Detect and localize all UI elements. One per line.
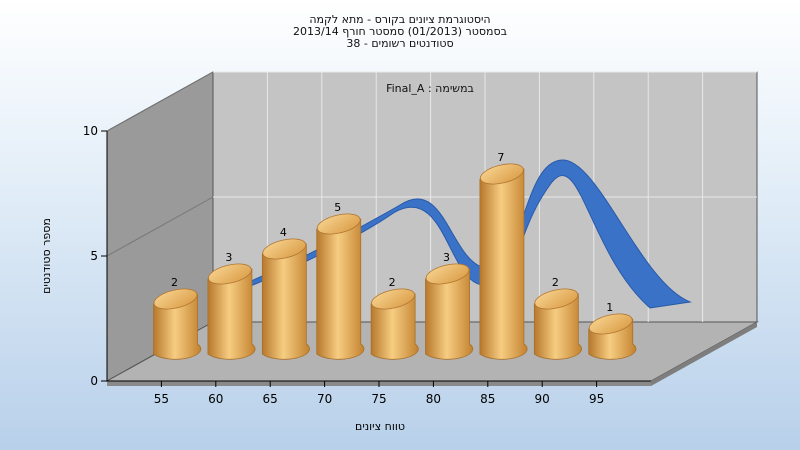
task-label: Final_A : במשימה — [386, 82, 474, 95]
gridline-side — [106, 71, 214, 132]
data-label-90: 2 — [552, 276, 559, 289]
data-label-75: 2 — [389, 276, 396, 289]
bars — [153, 163, 637, 360]
data-label-55: 2 — [171, 276, 178, 289]
data-label-70: 5 — [334, 201, 341, 214]
bar-80 — [425, 263, 474, 360]
floor-side-edge — [651, 322, 757, 386]
x-tick-label-85: 85 — [480, 392, 495, 406]
chart-subtitle-semester: בסמסטר (01/2013) סמסטר חורף 2013/14 — [293, 25, 507, 38]
y-tick-label-10: 10 — [83, 124, 98, 138]
x-tick-label-80: 80 — [426, 392, 441, 406]
bar-70 — [316, 213, 365, 360]
x-tick-label-90: 90 — [535, 392, 550, 406]
y-axis-label: מספר סטודנטים — [40, 218, 53, 294]
x-tick-label-70: 70 — [317, 392, 332, 406]
y-axis-ticks: 0 5 10 — [83, 124, 107, 388]
x-tick-label-55: 55 — [154, 392, 169, 406]
x-tick-label-95: 95 — [589, 392, 604, 406]
y-tick-label-0: 0 — [90, 374, 98, 388]
y-tick-label-5: 5 — [90, 249, 98, 263]
chart-subtitle-students: סטודנטים רשומים - 38 — [346, 37, 453, 50]
bar-75 — [370, 288, 419, 360]
data-label-80: 3 — [443, 251, 450, 264]
x-tick-label-60: 60 — [208, 392, 223, 406]
chart-title: היסטוגרמת ציונים בקורס - מתא לקמה — [309, 13, 490, 26]
x-axis-label: טווח ציונים — [355, 420, 405, 433]
bar-95 — [588, 313, 637, 360]
bar-90 — [533, 288, 582, 360]
data-label-85: 7 — [497, 151, 504, 164]
x-tick-label-65: 65 — [263, 392, 278, 406]
distribution-curve — [243, 159, 692, 309]
data-label-95: 1 — [606, 301, 613, 314]
bar-85 — [479, 163, 528, 360]
bar-55 — [153, 288, 202, 360]
x-tick-label-75: 75 — [371, 392, 386, 406]
bar-65 — [261, 238, 310, 360]
data-label-60: 3 — [225, 251, 232, 264]
gridline-side — [106, 196, 214, 257]
data-label-65: 4 — [280, 226, 287, 239]
bar-60 — [207, 263, 256, 360]
x-axis-ticks: 55 60 65 70 75 80 85 90 95 — [154, 381, 604, 406]
data-labels: 2 3 4 5 2 3 7 2 1 — [171, 151, 613, 314]
